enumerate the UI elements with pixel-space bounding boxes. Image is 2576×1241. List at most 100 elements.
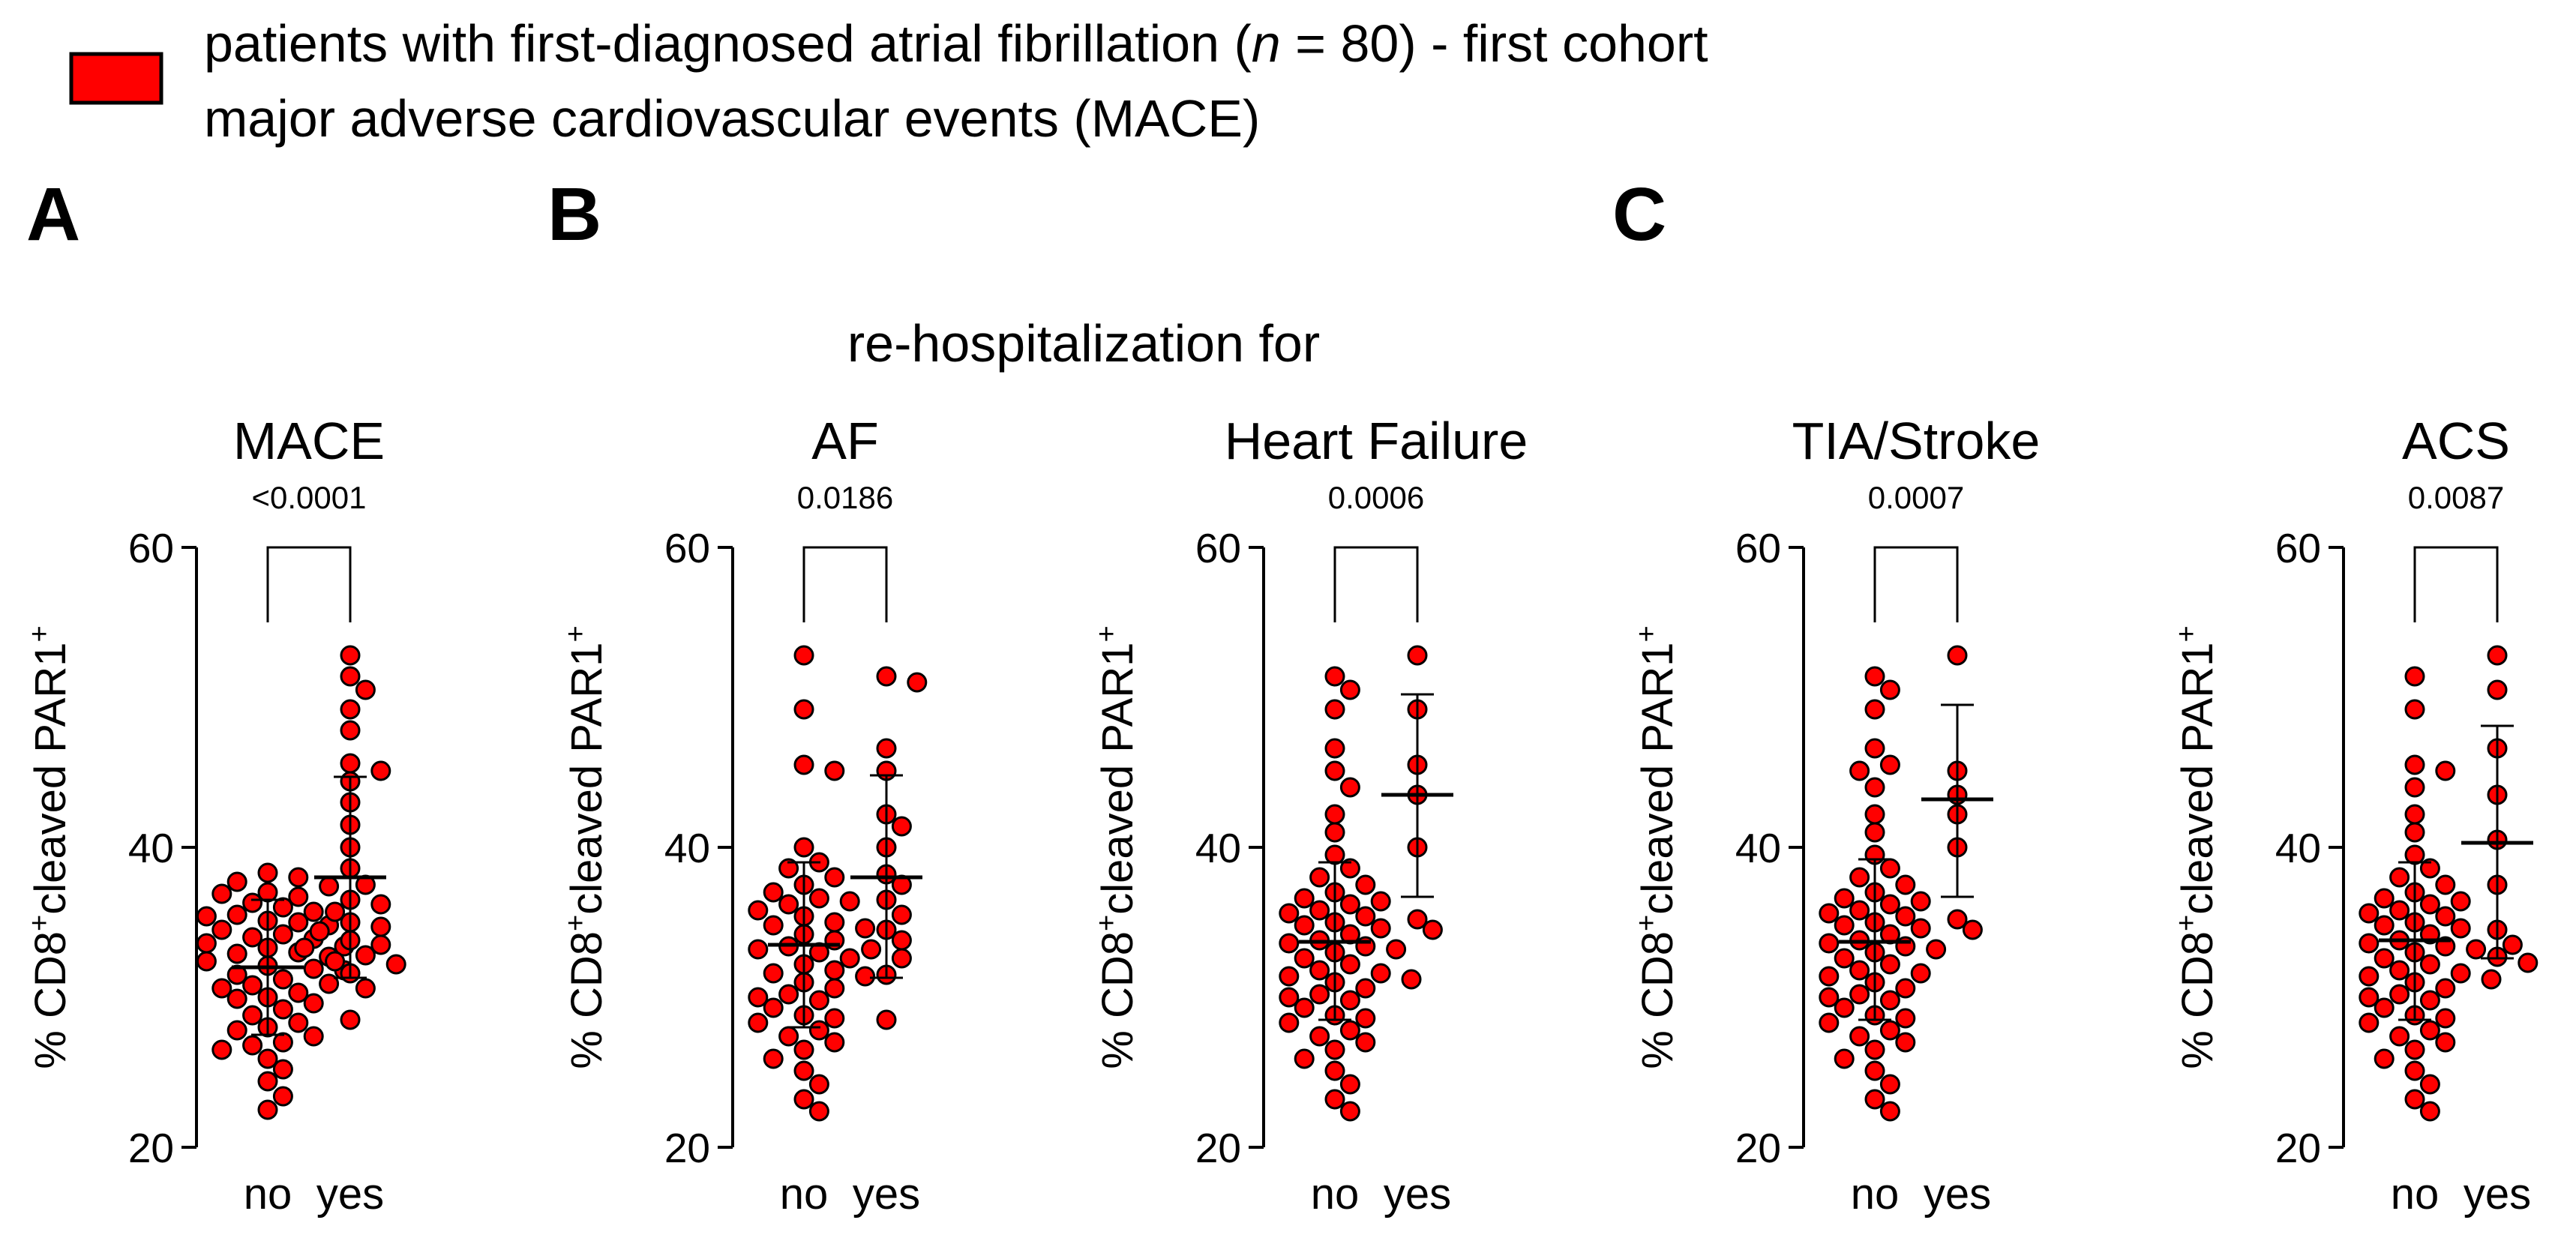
tia-stroke-no-point-48 [1864,1060,1885,1081]
acs-no-point-44 [2435,1032,2456,1053]
af-no-point-31 [748,987,769,1008]
acs-no-point-25 [2466,939,2487,960]
acs-yes-point-0 [2487,645,2508,666]
mace-no-point-46 [211,1039,232,1060]
mace-title: MACE [233,412,385,470]
mace-yes-point-5 [340,753,361,774]
af-no-point-39 [824,1032,845,1053]
acs-no-point-4 [2404,777,2425,798]
tia-stroke-no-point-14 [1834,888,1855,909]
acs-no-point-13 [2450,891,2471,912]
heart-failure-no-point-37 [1279,987,1300,1008]
heart-failure-no-point-29 [1339,954,1360,975]
mace-no-point-36 [226,988,247,1009]
heart-failure-no-point-50 [1324,1089,1345,1110]
acs-no-point-29 [2389,960,2410,981]
acs-no-point-45 [2404,1039,2425,1060]
af-no-point-26 [763,963,784,984]
legend-line-2: major adverse cardiovascular events (MAC… [204,89,1260,148]
mace-no-point-51 [257,1099,278,1120]
heart-failure-yes-point-0 [1407,645,1428,666]
acs-yes-point-1 [2487,679,2508,700]
mace-no-point-37 [303,993,324,1014]
acs-no-point-6 [2404,822,2425,843]
mace-yes-point-20 [370,934,391,955]
tia-stroke-no-point-16 [1879,894,1900,915]
af-no-point-17 [855,918,876,939]
tia-stroke-no-point-15 [1910,891,1931,912]
mace-no-point-1 [288,867,309,888]
heart-failure-no-point-35 [1355,978,1376,999]
legend-line-1: patients with first-diagnosed atrial fib… [204,14,1708,73]
tia-stroke-no-point-39 [1834,997,1855,1018]
af-no-point-12 [778,894,799,915]
heart-failure-no-point-33 [1401,969,1422,990]
tia-stroke-no-point-27 [1926,939,1947,960]
heart-failure-y-axis-label: % CD8+cleaved PAR1+ [1091,625,1142,1069]
acs-no-point-10 [2435,874,2456,895]
heart-failure-no-point-17 [1279,903,1300,924]
heart-failure-no-point-41 [1355,1008,1376,1029]
heart-failure-p-value: 0.0006 [1328,480,1424,515]
heart-failure-no-point-7 [1324,822,1345,843]
acs-no-point-15 [2389,900,2410,921]
tia-stroke-no-point-44 [1849,1026,1870,1047]
mace-yes-point-3 [340,699,361,720]
af-no-point-42 [793,1060,814,1081]
tia-stroke-no-point-19 [1895,906,1916,927]
heart-failure-no-point-43 [1339,1020,1360,1041]
af-no-point-16 [763,915,784,936]
tia-stroke-y-tick-label-20: 20 [1735,1125,1781,1171]
chart-heart-failure: Heart Failure 0.0006 20 40 60 % CD8+cleaved P… [1091,412,1528,1219]
mace-no-point-11 [196,906,217,927]
acs-title: ACS [2402,412,2510,470]
heart-failure-no-point-0 [1324,666,1345,687]
tia-stroke-no-point-22 [1910,918,1931,939]
heart-failure-no-point-32 [1279,966,1300,987]
heart-failure-no-point-18 [1355,906,1376,927]
mace-no-point-8 [272,897,293,918]
heart-failure-no-point-26 [1386,939,1407,960]
af-no-point-3 [824,760,845,781]
chart-af: AF 0.0186 20 40 60 % CD8+cleaved PAR1+ no yes [560,412,928,1219]
mace-no-point-9 [303,901,324,922]
heart-failure-y-tick-label-20: 20 [1195,1125,1241,1171]
mace-no-point-40 [288,1012,309,1033]
heart-failure-no-point-49 [1339,1074,1360,1095]
mace-no-point-33 [211,978,232,999]
af-no-point-36 [748,1012,769,1033]
acs-y-tick-label-60: 60 [2275,525,2321,571]
mace-yes-point-24 [385,954,406,975]
legend-swatch [69,52,163,105]
af-yes-point-13 [861,939,882,960]
mace-no-point-13 [288,912,309,933]
mace-no-point-32 [242,975,263,996]
mace-no-point-42 [226,1020,247,1041]
acs-no-point-42 [2419,1020,2440,1041]
acs-no-point-7 [2404,844,2425,865]
tia-stroke-no-point-38 [1879,990,1900,1011]
mace-y-tick-label-40: 40 [128,825,174,871]
heart-failure-no-point-46 [1324,1039,1345,1060]
mace-no-point-19 [196,933,217,954]
acs-no-point-50 [2419,1101,2440,1122]
tia-stroke-y-tick-label-60: 60 [1735,525,1781,571]
acs-no-point-38 [2374,997,2395,1018]
heart-failure-no-point-3 [1324,738,1345,759]
heart-failure-title: Heart Failure [1225,412,1528,470]
tia-stroke-no-point-31 [1849,960,1870,981]
heart-failure-no-point-6 [1324,804,1345,825]
mace-no-point-47 [257,1048,278,1069]
mace-no-point-25 [196,951,217,972]
heart-failure-no-point-4 [1324,760,1345,781]
af-x-label-no: no [780,1170,829,1219]
af-no-point-27 [855,966,876,987]
tia-stroke-no-point-25 [1819,933,1840,954]
mace-yes-point-26 [355,978,376,999]
mace-yes-point-21 [294,937,315,958]
acs-no-point-0 [2404,666,2425,687]
mace-no-point-5 [211,883,232,904]
heart-failure-x-label-no: no [1311,1170,1360,1219]
af-no-point-2 [793,754,814,775]
heart-failure-no-point-11 [1355,874,1376,895]
